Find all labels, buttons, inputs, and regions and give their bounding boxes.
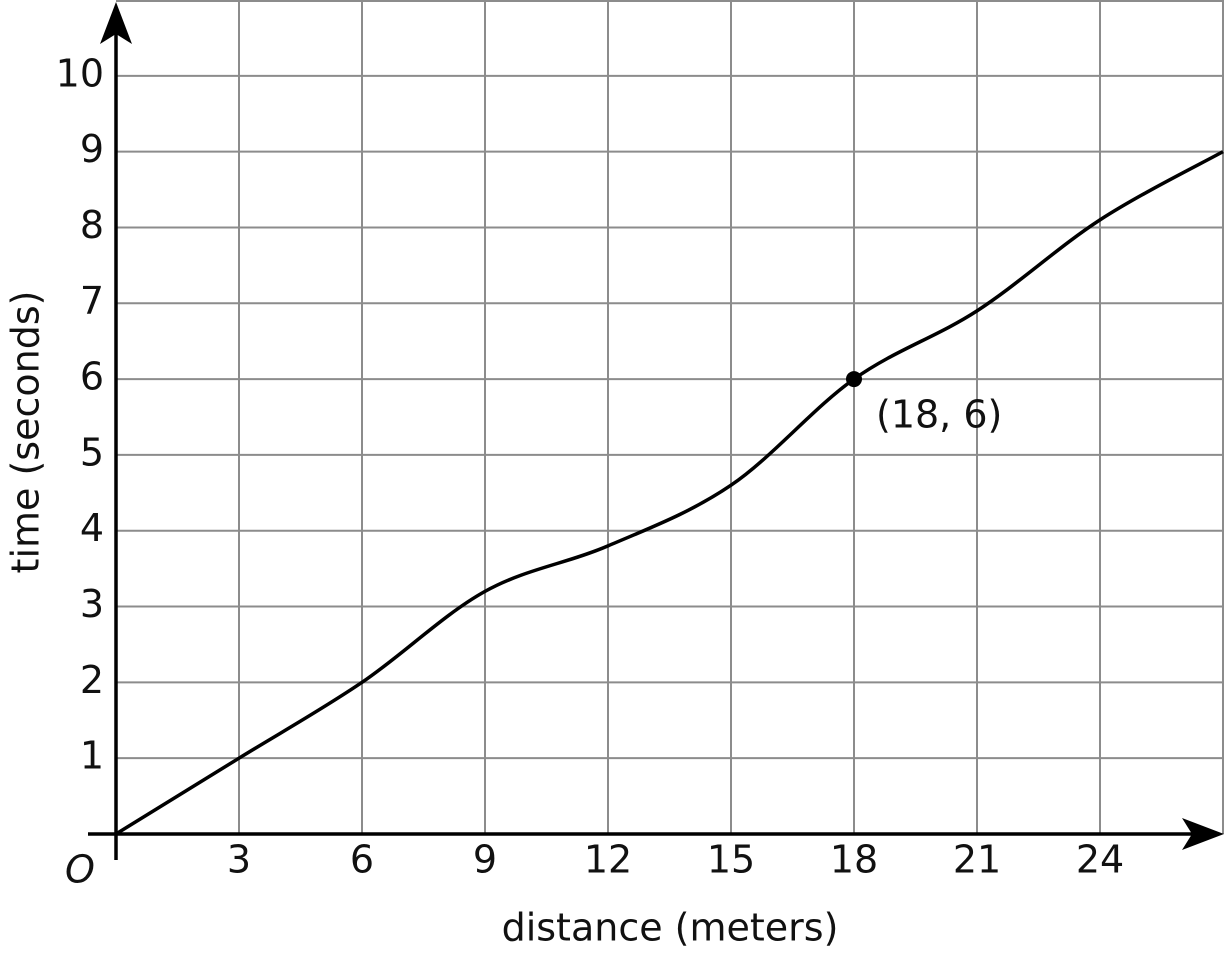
y-tick-label: 1 <box>80 734 104 778</box>
annotated-point <box>846 371 862 388</box>
y-tick-label: 9 <box>80 127 104 171</box>
x-tick-label: 24 <box>1076 838 1124 882</box>
y-axis-arrow <box>100 2 132 44</box>
data-line <box>115 150 1224 836</box>
y-axis-label: time (seconds) <box>4 291 48 574</box>
x-tick-label: 9 <box>473 838 497 882</box>
y-tick-label: 7 <box>80 279 104 323</box>
y-tick-label: 3 <box>80 582 104 626</box>
x-tick-label: 3 <box>227 838 251 882</box>
x-axis-label: distance (meters) <box>502 906 839 950</box>
x-tick-label: 6 <box>350 838 374 882</box>
y-tick-label: 6 <box>80 355 104 399</box>
y-tick-label: 10 <box>56 51 104 95</box>
x-tick-label: 15 <box>707 838 755 882</box>
x-axis-arrow <box>1182 818 1224 850</box>
y-tick-label: 4 <box>80 506 104 550</box>
annotation-label: (18, 6) <box>876 393 1002 437</box>
y-tick-label: 8 <box>80 203 104 247</box>
x-tick-label: 12 <box>584 838 632 882</box>
y-tick-label: 5 <box>80 430 104 474</box>
x-tick-label: 21 <box>953 838 1001 882</box>
origin-label: O <box>65 848 95 892</box>
x-tick-label: 18 <box>830 838 878 882</box>
y-tick-label: 2 <box>80 658 104 702</box>
